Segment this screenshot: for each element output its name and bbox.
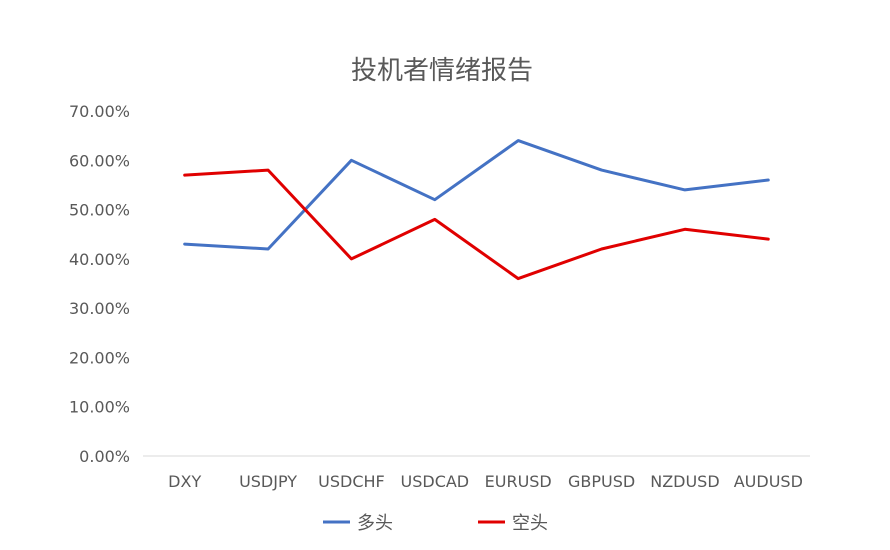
y-tick-label: 60.00% [69,151,130,170]
y-tick-label: 20.00% [69,348,130,367]
y-axis-ticks: 0.00% 10.00% 20.00% 30.00% 40.00% 50.00% 60.00… [69,102,130,466]
legend-label-2: 空头 [512,513,548,534]
y-tick-label: 50.00% [69,201,130,220]
x-tick-label: GBPUSD [568,472,635,491]
chart-title: 投机者情绪报告 [351,56,533,86]
y-tick-label: 40.00% [69,250,130,269]
series-lines [183,139,770,281]
x-tick-label: NZDUSD [650,472,719,491]
legend: 多头 空头 [323,513,548,534]
y-tick-label: 0.00% [79,447,130,466]
x-tick-label: DXY [168,472,201,491]
legend-label-1: 多头 [357,513,393,534]
y-tick-label: 10.00% [69,398,130,417]
x-tick-label: EURUSD [485,472,552,491]
x-axis-ticks: DXY USDJPY USDCHF USDCAD EURUSD GBPUSD NZDUSD A… [168,472,803,491]
x-tick-label: USDCAD [401,472,470,491]
x-tick-label: AUDUSD [734,472,803,491]
x-tick-label: USDCHF [318,472,385,491]
series-line-1 [183,139,770,251]
y-tick-label: 70.00% [69,102,130,121]
x-tick-label: USDJPY [239,472,297,491]
y-tick-label: 30.00% [69,299,130,318]
series-line-2 [183,168,770,281]
